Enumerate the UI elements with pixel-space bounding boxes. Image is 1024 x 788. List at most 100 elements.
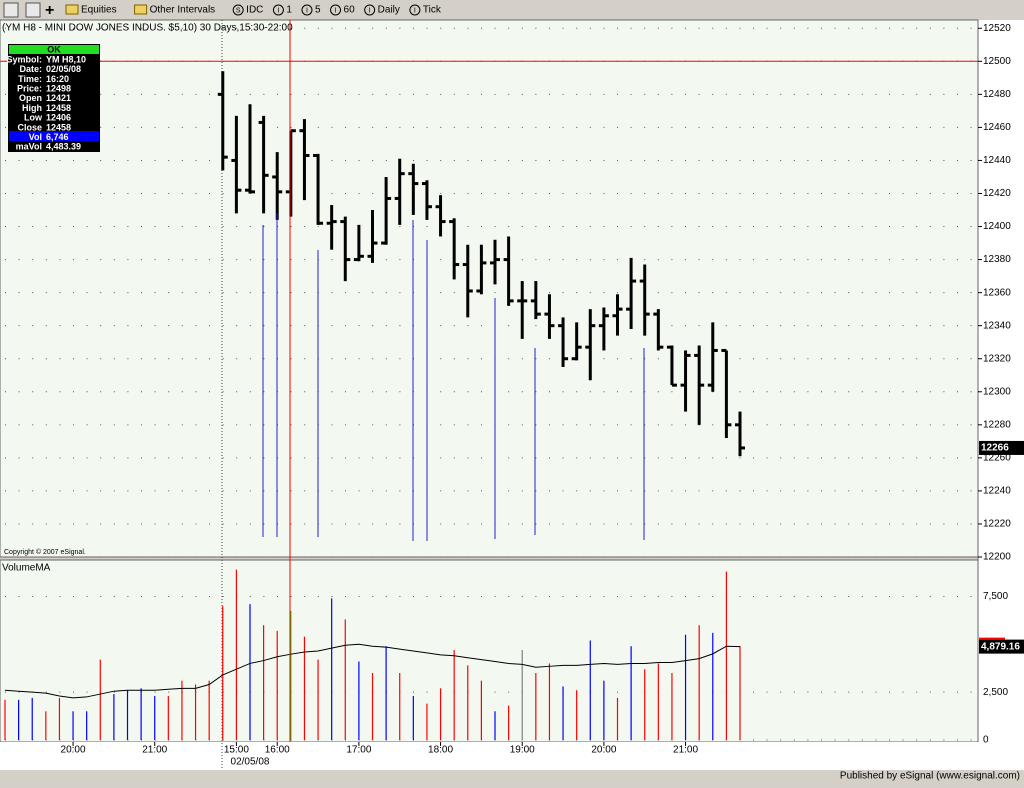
x-tick-label: 20:00 [591,745,616,756]
y-tick-label: 12440 [983,155,1011,166]
time-axis [0,742,1024,770]
toolbar-button[interactable]: 5 [315,5,321,16]
info-value: 12406 [46,113,71,123]
info-label: Symbol: [6,54,42,64]
volume-pane [0,559,979,743]
toolbar-icon-letter: I [414,7,416,14]
toolbar-button[interactable]: Equities [81,5,117,16]
markers [262,213,645,541]
toolbar-icon-letter: I [277,7,279,14]
info-box: OK Symbol: YM H8,10 Date: 02/05/08 Time: 16:2… [6,44,100,152]
info-label: Vol [29,132,42,142]
x-tick-label: 21:00 [142,745,167,756]
info-label: Price: [17,83,42,93]
last-value-box [979,639,1024,654]
toolbar-button[interactable]: 1 [286,5,292,16]
add-icon[interactable]: + [45,2,54,19]
y-tick-label: 12420 [983,188,1011,199]
last-price-label: 12266 [981,443,1009,454]
toolbar-icon [301,4,313,16]
copyright: Copyright © 2007 eSignal. [4,548,86,556]
y-tick-label: 0 [983,735,989,746]
info-value: YM H8,10 [46,54,86,64]
plot: 12200 12220 12240 12260 12280 12300 12320 12340… [0,23,1024,756]
toolbar-icon [232,4,244,16]
info-value: 16:20 [46,74,69,84]
toolbar-icon-letter: I [306,7,308,14]
info-rows: Symbol: YM H8,10 Date: 02/05/08 Time: 16:20 Pr… [6,54,86,151]
y-tick-label: 12340 [983,320,1011,331]
ma-line [4,643,741,699]
x-tick-label: 20:00 [61,745,86,756]
y-tick-label: 12320 [983,353,1011,364]
toolbar-button[interactable]: IDC [246,5,263,16]
date-label: 02/05/08 [231,757,270,768]
y-tick-label: 12280 [983,419,1011,430]
info-highlight [9,131,99,141]
info-value: 12498 [46,83,71,93]
toolbar-button[interactable]: Daily [378,5,400,16]
info-value: 4,483.39 [46,142,81,152]
y-tick-label: 12460 [983,122,1011,133]
y-tick-label: 12500 [983,56,1011,67]
y-tick-label: 12520 [983,23,1011,34]
toolbar-icon[interactable] [3,2,19,18]
y-tick-label: 12200 [983,552,1011,563]
info-value: 12458 [46,103,71,113]
footer: Published by eSignal (www.esignal.com) [840,771,1020,782]
info-value: 12458 [46,122,71,132]
toolbar-icon [364,4,376,16]
y-tick-label: 12380 [983,254,1011,265]
last-value-label: 4,879.16 [981,641,1020,652]
y-tick-label: 12260 [983,453,1011,464]
toolbar [0,0,1024,20]
x-tick-label: 21:00 [673,745,698,756]
y-tick-label: 12300 [983,386,1011,397]
toolbar-icon [272,4,284,16]
status-bar [0,770,1024,783]
info-header-bg [9,45,99,54]
info-label: Time: [18,74,42,84]
y-tick-label: 12400 [983,221,1011,232]
toolbar-button[interactable]: Other Intervals [150,5,216,16]
info-header: OK [47,44,61,54]
y-tick-label: 12480 [983,89,1011,100]
y-tick-label: 2,500 [983,687,1008,698]
x-tick-label: 15:00 [224,745,249,756]
folder-icon [134,4,148,15]
toolbar-icon-letter: I [335,7,337,14]
x-tick-label: 19:00 [510,745,535,756]
info-label: High [22,103,42,113]
info-label: maVol [16,142,42,152]
y-tick-label: 12240 [983,486,1011,497]
pane-title: VolumeMA [2,563,51,574]
price-axis [978,20,1024,742]
folder-icon [65,4,79,15]
price-pane [0,19,979,558]
y-tick-label: 12220 [983,519,1011,530]
toolbar-icon [409,4,421,16]
x-tick-label: 17:00 [346,745,371,756]
y-tick-label: 12360 [983,287,1011,298]
y-tick-label: 7,500 [983,591,1008,602]
info-label: Close [17,122,42,132]
toolbar-icon [330,4,342,16]
last-price-box [979,440,1024,455]
chart-title: (YM H8 - MINI DOW JONES INDUS. $5,10) 30… [2,23,293,34]
toolbar-button[interactable]: 60 [344,5,356,16]
x-tick-label: 16:00 [265,745,290,756]
info-label: Date: [19,64,42,74]
info-label: Low [24,113,43,123]
toolbar-button[interactable]: Tick [423,5,442,16]
toolbar-icon-letter: S [236,7,241,14]
x-tick-label: 18:00 [428,745,453,756]
info-value: 02/05/08 [46,64,81,74]
toolbar-icon[interactable] [25,2,41,18]
info-value: 6,746 [46,132,69,142]
info-label: Open [19,93,42,103]
toolbar-items: Equities Other Intervals S IDC I 1 I 5 I 60 I Daily… [65,4,442,16]
toolbar-icon-letter: I [369,7,371,14]
info-value: 12421 [46,93,71,103]
